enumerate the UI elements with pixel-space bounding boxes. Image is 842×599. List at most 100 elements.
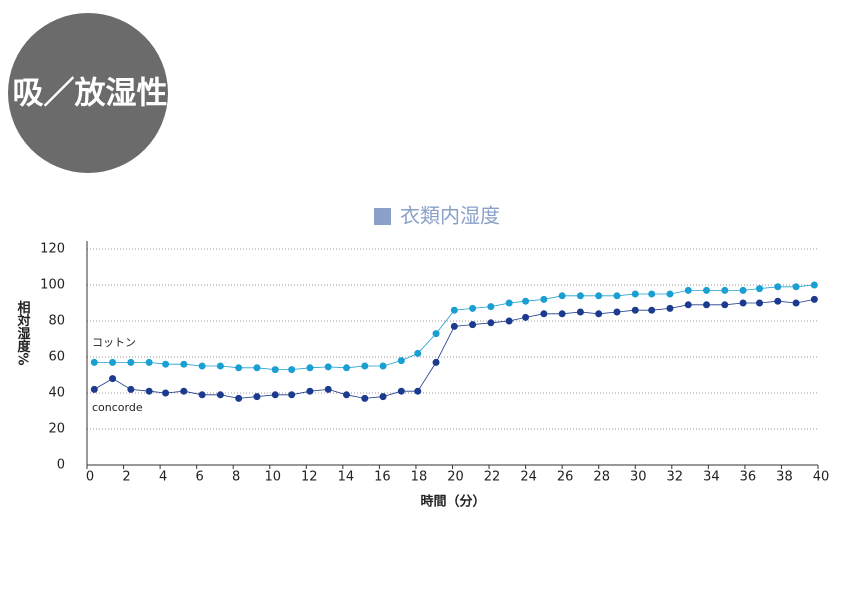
x-axis-label: 時間（分） [420,494,485,510]
x-tick-label: 20 [447,470,464,485]
point [522,313,530,321]
point [487,303,495,311]
point [379,393,387,401]
point [127,358,135,366]
x-tick-label: 14 [338,470,355,485]
x-tick-label: 4 [159,470,167,485]
point [145,387,153,395]
x-tick-label: 2 [122,470,130,485]
point [469,304,477,312]
point [487,319,495,327]
series-label: コットン [92,336,136,349]
x-tick-label: 16 [374,470,391,485]
point [432,358,440,366]
point [306,387,314,395]
point [540,295,548,303]
point [90,358,98,366]
point [648,306,656,314]
point [288,366,296,374]
y-tick-label: 40 [48,386,65,401]
x-tick-label: 32 [667,470,684,485]
x-tick-label: 38 [776,470,793,485]
point [361,362,369,370]
point [127,385,135,393]
point [595,310,603,318]
x-tick-label: 12 [301,470,318,485]
point [253,393,261,401]
point [666,290,674,298]
point [235,394,243,402]
point [739,299,747,307]
point [216,362,224,370]
point [361,394,369,402]
x-tick-label: 28 [593,470,610,485]
y-axis-label: 相対湿度% [15,300,32,366]
y-tick-label: 80 [48,314,65,329]
point [505,299,513,307]
point [576,292,584,300]
point [432,330,440,338]
point [739,286,747,294]
y-tick-label: 20 [48,422,65,437]
y-tick-label: 120 [40,242,65,257]
point [703,286,711,294]
point [216,391,224,399]
point [613,308,621,316]
point [756,299,764,307]
point [774,297,782,305]
point [522,297,530,305]
point [90,385,98,393]
point [666,304,674,312]
point [613,292,621,300]
point [414,349,422,357]
point [109,358,117,366]
series-line [94,299,815,399]
point [343,391,351,399]
point [343,364,351,372]
point [810,281,818,289]
y-tick-label: 0 [57,458,65,473]
header-title: 吸／放湿性 [13,76,168,112]
point [198,391,206,399]
point [109,375,117,383]
point [684,301,692,309]
point [271,391,279,399]
point [162,360,170,368]
point [469,321,477,329]
x-tick-label: 30 [630,470,647,485]
title-marker [374,208,391,225]
point [198,362,206,370]
header-badge [8,13,168,173]
point [631,306,639,314]
point [288,391,296,399]
point [792,299,800,307]
x-tick-label: 26 [557,470,574,485]
chart-title: 衣類内湿度 [400,204,500,228]
point [631,290,639,298]
x-tick-label: 22 [484,470,501,485]
point [703,301,711,309]
point [324,385,332,393]
point [414,387,422,395]
series-label: concorde [92,401,143,414]
point [324,363,332,371]
point [505,317,513,325]
point [450,306,458,314]
x-tick-label: 8 [232,470,240,485]
point [180,387,188,395]
point [576,308,584,316]
point [397,387,405,395]
point [810,295,818,303]
point [540,310,548,318]
point [792,283,800,291]
point [648,290,656,298]
x-tick-label: 40 [813,470,830,485]
x-tick-label: 6 [196,470,204,485]
point [271,366,279,374]
point [450,322,458,330]
point [253,364,261,372]
point [558,292,566,300]
point [756,285,764,293]
